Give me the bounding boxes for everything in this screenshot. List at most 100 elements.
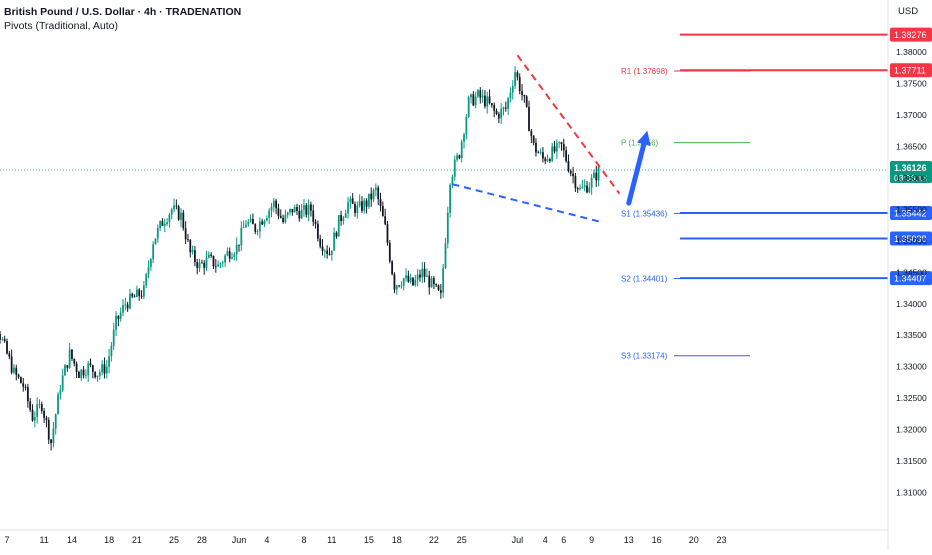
candle-body (583, 185, 586, 187)
candle-body (405, 275, 407, 279)
candle-body (131, 293, 134, 297)
candle-body (497, 114, 500, 119)
candle-body (22, 383, 25, 387)
candle-body (372, 190, 375, 200)
candle-body (98, 372, 101, 376)
candle-body (168, 214, 171, 223)
candle-body (36, 404, 39, 418)
candle-body (138, 289, 141, 296)
candle-body (558, 142, 561, 144)
price-tick-label: 1.37500 (896, 79, 927, 89)
level-badge-label: 1.34407 (894, 274, 927, 284)
candle-body (495, 110, 498, 115)
level-badge-label: 1.35442 (894, 209, 927, 219)
time-tick-label: 16 (652, 535, 662, 545)
candle-body (358, 201, 361, 206)
candle-body (133, 296, 136, 298)
candle-body (242, 227, 245, 229)
candle-body (379, 199, 382, 206)
price-tick-label: 1.32000 (896, 425, 927, 435)
candle-body (560, 142, 563, 145)
price-tick-label: 1.31500 (896, 456, 927, 466)
candle-body (451, 176, 454, 185)
candle-body (166, 222, 168, 224)
candle-body (254, 224, 257, 232)
candle-body (525, 96, 528, 107)
candle-body (518, 77, 521, 92)
candle-body (207, 254, 210, 258)
candle-body (490, 103, 493, 106)
candle-body (136, 289, 138, 298)
candle-body (523, 94, 526, 97)
candle-body (365, 200, 368, 207)
candle-body (184, 228, 187, 240)
candle-body (228, 251, 231, 259)
candle-body (444, 243, 447, 268)
candle-body (142, 285, 145, 297)
time-tick-label: 4 (543, 535, 548, 545)
candle-body (275, 200, 278, 209)
candle-body (342, 217, 345, 222)
countdown-label: 03:36:13 (894, 173, 927, 183)
candle-body (305, 205, 308, 215)
pivot-label: S3 (1.33174) (621, 352, 668, 361)
bullish-arrow-head (637, 130, 651, 147)
candle-body (291, 208, 294, 213)
candle-body (26, 387, 29, 402)
candle-body (161, 221, 164, 226)
pivot-label: S2 (1.34401) (621, 275, 668, 284)
candle-body (156, 228, 159, 239)
currency-label: USD (898, 6, 919, 17)
price-tick-label: 1.35500 (896, 204, 927, 214)
candle-body (428, 275, 431, 288)
candle-body (268, 210, 271, 218)
time-tick-label: 7 (4, 535, 9, 545)
candle-body (20, 377, 22, 384)
price-tick-label: 1.32500 (896, 393, 927, 403)
candle-body (221, 262, 224, 264)
candle-body (303, 205, 305, 210)
candle-body (89, 363, 92, 366)
time-tick-label: 13 (624, 535, 634, 545)
candle-body (458, 155, 461, 158)
candle-body (419, 274, 421, 278)
candle-body (298, 210, 301, 219)
candle-body (154, 238, 157, 245)
candle-body (507, 98, 510, 109)
candle-body (356, 205, 359, 213)
candle-body (33, 417, 36, 421)
candle-body (13, 367, 15, 373)
last-price-label: 1.36126 (894, 163, 927, 173)
candle-body (147, 267, 150, 275)
time-tick-label: 20 (689, 535, 699, 545)
candle-body (180, 212, 182, 220)
candle-body (124, 304, 127, 306)
candle-body (370, 193, 373, 200)
candle-body (344, 213, 347, 218)
candle-body (270, 206, 273, 211)
resistance-trendline (516, 54, 621, 195)
candle-body (402, 278, 405, 286)
last-price-badge (890, 160, 932, 183)
time-tick-label: 25 (457, 535, 467, 545)
candle-body (103, 364, 106, 374)
candle-body (340, 215, 342, 222)
candle-body (212, 255, 215, 267)
candle-body (391, 261, 394, 275)
time-tick-label: 6 (561, 535, 566, 545)
candle-body (87, 363, 90, 376)
candle-body (363, 200, 366, 211)
time-tick-label: 11 (327, 535, 336, 545)
candle-body (398, 285, 400, 287)
candle-body (567, 161, 570, 171)
level-badge (890, 63, 932, 78)
candle-body (460, 141, 463, 158)
candle-body (52, 428, 55, 444)
candle-body (530, 131, 533, 136)
candle-body (470, 94, 472, 98)
candle-body (347, 202, 349, 214)
candle-body (54, 414, 57, 429)
time-tick-label: 11 (39, 535, 48, 545)
